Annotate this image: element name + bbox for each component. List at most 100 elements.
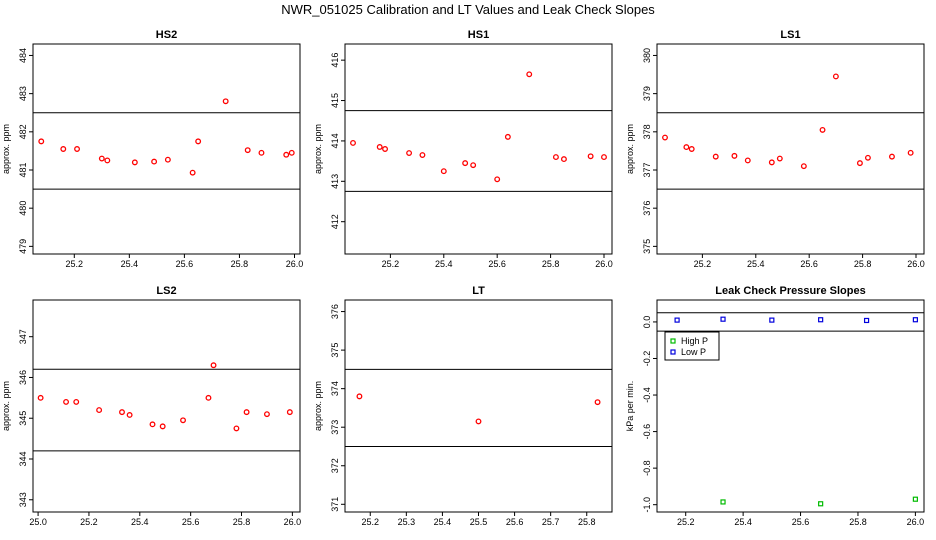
data-point [504, 133, 511, 140]
x-tick-label: 25.4 [435, 259, 453, 269]
y-tick-label: 378 [642, 124, 652, 139]
data-point [288, 149, 295, 156]
y-tick-label: -1.0 [642, 497, 652, 513]
data-point [462, 160, 469, 167]
data-point-low-p [912, 317, 918, 323]
data-point [180, 417, 186, 424]
chart-panel-leak-check: Leak Check Pressure Slopes 25.2 25.4 25.6 25… [625, 285, 925, 527]
data-point [475, 418, 482, 425]
x-tick-label: 25.6 [800, 259, 818, 269]
x-tick-label: 25.8 [231, 259, 249, 269]
x-tick-label: 25.2 [361, 517, 379, 527]
data-point [587, 153, 594, 160]
plot-frame [32, 299, 301, 513]
y-tick-label: 412 [330, 214, 340, 229]
x-tick-label: 25.2 [80, 517, 98, 527]
y-tick-label: -0.6 [642, 424, 652, 440]
panel-title: HS1 [468, 29, 489, 41]
data-point [688, 146, 695, 152]
x-tick-label: 25.8 [578, 517, 596, 527]
y-axis-label: approx. ppm [313, 381, 323, 431]
data-point [222, 98, 229, 105]
chart-panel-ls1: LS1 25.2 25.4 25.6 25.8 26.0 375 376 377 378 379 38… [625, 29, 925, 269]
data-point [731, 152, 738, 159]
data-point [38, 138, 45, 145]
y-tick-label: 373 [330, 420, 340, 435]
x-tick-label: 25.4 [747, 259, 765, 269]
x-tick-label: 26.0 [907, 517, 925, 527]
data-point [494, 176, 501, 183]
data-point [832, 73, 839, 80]
y-tick-label: 375 [642, 239, 652, 254]
y-tick-label: 481 [18, 162, 28, 177]
y-tick-label: 377 [642, 162, 652, 177]
data-point [243, 409, 250, 416]
x-tick-label: 25.8 [233, 517, 251, 527]
y-axis-label: approx. ppm [1, 124, 11, 174]
y-tick-label: 414 [330, 133, 340, 148]
data-point [526, 71, 533, 78]
data-point [60, 146, 67, 152]
panel-title: LT [472, 285, 485, 297]
data-point [350, 139, 356, 146]
x-tick-label: 26.0 [907, 259, 925, 269]
panel-title: Leak Check Pressure Slopes [715, 285, 865, 297]
data-point [151, 158, 158, 165]
panel-title: LS2 [156, 285, 176, 297]
x-tick-label: 25.6 [488, 259, 506, 269]
page-title: NWR_051025 Calibration and LT Values and… [281, 2, 655, 17]
plot-frame [656, 43, 925, 255]
data-point [205, 394, 212, 401]
data-point [560, 156, 567, 163]
x-tick-label: 26.0 [286, 259, 304, 269]
data-point [776, 155, 783, 162]
data-point [470, 162, 477, 169]
data-point [149, 421, 156, 428]
y-tick-label: 371 [330, 497, 340, 512]
data-point [73, 398, 80, 405]
x-tick-label: 26.0 [284, 517, 302, 527]
data-point-high-p [818, 501, 824, 507]
data-point [800, 163, 807, 170]
x-tick-label: 25.6 [792, 517, 810, 527]
data-point-high-p [720, 499, 726, 505]
data-point [286, 409, 293, 416]
data-point [356, 393, 363, 400]
x-tick-label: 25.2 [677, 517, 695, 527]
data-point-low-p [863, 317, 870, 324]
data-point-high-p [912, 496, 918, 502]
x-tick-label: 25.2 [66, 259, 84, 269]
data-point [258, 149, 265, 156]
data-point [195, 138, 202, 145]
data-point [440, 168, 447, 175]
data-point [819, 126, 826, 133]
y-tick-label: 413 [330, 174, 340, 189]
y-tick-label: -0.4 [642, 387, 652, 403]
y-tick-label: 479 [18, 239, 28, 254]
legend-label: Low P [681, 347, 706, 357]
plot-frame [656, 299, 925, 513]
data-point [104, 157, 111, 164]
x-tick-label: 25.2 [382, 259, 400, 269]
data-point [98, 155, 105, 162]
data-point-low-p [818, 317, 824, 323]
y-tick-label: 375 [330, 343, 340, 358]
data-point [856, 160, 863, 167]
x-tick-label: 25.2 [694, 259, 712, 269]
data-point [768, 159, 775, 166]
data-point [382, 146, 388, 152]
y-tick-label: 416 [330, 53, 340, 68]
data-point [74, 146, 80, 152]
data-point [159, 423, 166, 430]
data-point [683, 144, 690, 151]
y-tick-label: 374 [330, 381, 340, 396]
data-point-low-p [769, 317, 775, 323]
y-axis-label: approx. ppm [1, 381, 11, 431]
y-axis-label: approx. ppm [625, 124, 635, 174]
x-tick-label: 25.8 [854, 259, 872, 269]
x-tick-label: 25.6 [506, 517, 524, 527]
data-point [63, 398, 70, 405]
chart-panel-hs1: HS1 25.2 25.4 25.6 25.8 26.0 412 413 414 415 416 ap… [313, 29, 613, 269]
x-tick-label: 25.6 [182, 517, 200, 527]
y-tick-label: -0.2 [642, 351, 652, 367]
